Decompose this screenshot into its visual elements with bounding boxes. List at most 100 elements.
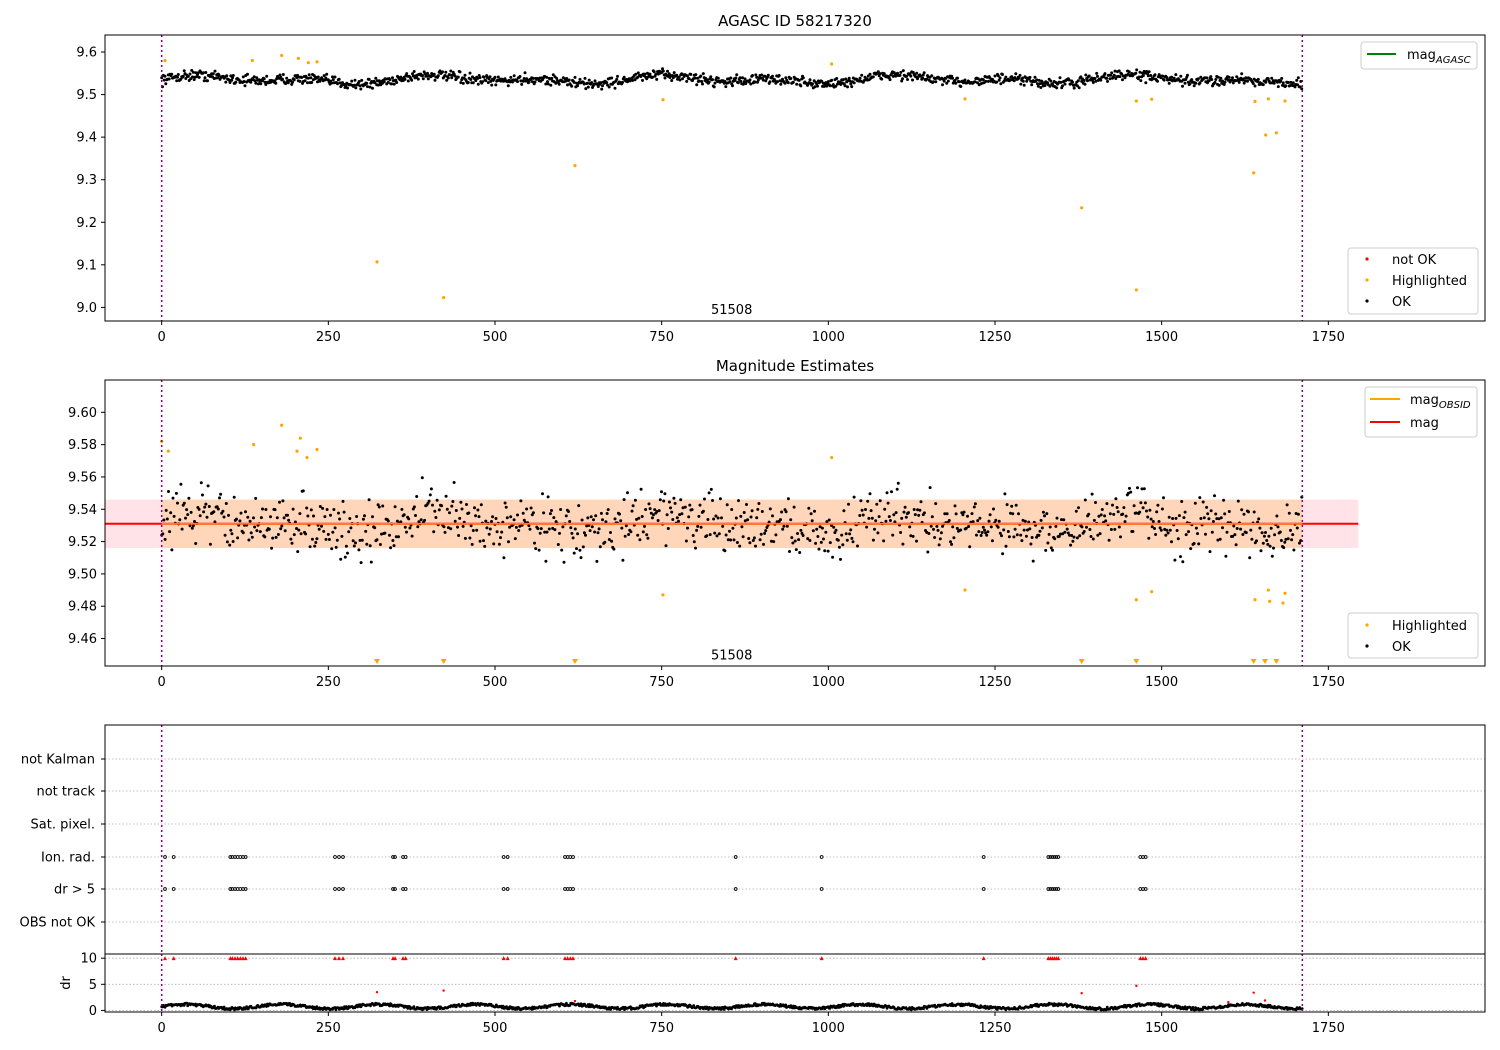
ok-point xyxy=(298,512,302,516)
ok-point xyxy=(174,491,178,495)
ok-point xyxy=(596,85,600,88)
clipped-marker xyxy=(1141,956,1145,961)
ok-point xyxy=(963,78,967,82)
ok-point xyxy=(354,541,357,545)
ok-point xyxy=(164,508,168,512)
ok-point xyxy=(1173,558,1177,562)
dr-point xyxy=(734,1006,737,1010)
ok-point xyxy=(1167,81,1171,85)
ok-point xyxy=(1221,79,1224,83)
flag-event xyxy=(391,887,395,891)
ok-point xyxy=(199,481,203,485)
highlighted-point xyxy=(1134,99,1138,103)
ok-point xyxy=(649,511,653,515)
ok-point xyxy=(622,498,626,502)
ok-point xyxy=(824,530,828,534)
ok-point xyxy=(1107,538,1111,542)
ok-point xyxy=(1165,528,1169,532)
ok-point xyxy=(566,83,569,87)
ok-point xyxy=(988,513,992,517)
ok-point xyxy=(1218,537,1222,541)
ok-point xyxy=(598,545,602,549)
ok-point xyxy=(1117,525,1121,529)
ok-point xyxy=(1279,79,1283,83)
ok-point xyxy=(607,538,611,541)
ok-point xyxy=(448,511,451,515)
ok-point xyxy=(1186,73,1189,77)
ok-point xyxy=(843,84,847,88)
ok-point xyxy=(1266,77,1270,81)
ok-point xyxy=(203,505,207,509)
ok-point xyxy=(841,543,845,547)
ok-point xyxy=(992,507,995,511)
ok-point xyxy=(779,82,783,86)
ok-point xyxy=(426,71,429,75)
ok-point xyxy=(1043,514,1046,518)
y-tick-label: 9.56 xyxy=(68,470,97,485)
ok-point xyxy=(705,534,709,538)
ok-point xyxy=(410,78,414,82)
ok-point xyxy=(405,72,409,76)
ok-point xyxy=(945,512,949,516)
estimates-chart-title: Magnitude Estimates xyxy=(716,357,874,375)
ok-point xyxy=(1172,76,1176,80)
ok-point xyxy=(359,87,363,91)
ok-point xyxy=(594,514,598,518)
ok-point xyxy=(631,504,635,508)
ok-point xyxy=(1131,530,1135,533)
ok-point xyxy=(473,506,476,510)
ok-point xyxy=(544,82,548,86)
ok-point xyxy=(509,75,513,79)
ok-point xyxy=(1013,527,1017,531)
ok-point xyxy=(997,519,1001,523)
ok-point xyxy=(830,78,834,82)
ok-point xyxy=(1132,504,1136,508)
ok-point xyxy=(452,481,456,484)
ok-point xyxy=(1208,550,1212,554)
ok-point xyxy=(1047,532,1051,536)
ok-point xyxy=(477,515,481,519)
ok-point xyxy=(954,81,958,85)
ok-point xyxy=(197,75,201,79)
ok-point xyxy=(686,74,689,78)
ok-point xyxy=(663,76,667,80)
ok-point xyxy=(181,74,185,78)
ok-point xyxy=(427,499,431,503)
clipped-marker xyxy=(235,956,240,961)
ok-point xyxy=(610,539,614,543)
ok-point xyxy=(809,512,813,516)
ok-point xyxy=(412,70,416,73)
ok-point xyxy=(231,74,235,77)
ok-point xyxy=(261,507,264,511)
dr-point xyxy=(254,1006,258,1010)
ok-point xyxy=(612,547,616,551)
ok-point xyxy=(485,526,489,530)
ok-point xyxy=(930,74,934,78)
ok-point xyxy=(593,530,597,534)
flag-event xyxy=(1050,887,1055,891)
ok-point xyxy=(1017,512,1020,516)
ok-point xyxy=(644,508,648,511)
ok-point xyxy=(1067,78,1071,82)
ok-point xyxy=(1266,542,1270,546)
ok-point xyxy=(551,526,555,530)
ok-point xyxy=(1005,503,1009,507)
ok-point xyxy=(1285,503,1289,507)
highlighted-point xyxy=(315,60,319,64)
ok-point xyxy=(841,78,845,82)
ok-point xyxy=(1128,486,1131,490)
y-tick-label: 9.54 xyxy=(68,503,97,518)
ok-point xyxy=(768,507,772,511)
ok-point xyxy=(786,497,790,501)
ok-point xyxy=(1176,537,1180,541)
ok-point xyxy=(474,514,478,518)
ok-point xyxy=(937,543,941,547)
ok-point xyxy=(234,80,238,84)
ok-point xyxy=(1284,537,1288,541)
ok-point xyxy=(342,510,346,514)
ok-point xyxy=(739,79,743,83)
ok-point xyxy=(818,525,822,529)
ok-point xyxy=(961,513,965,517)
flag-event xyxy=(403,855,408,859)
ok-point xyxy=(573,527,577,531)
